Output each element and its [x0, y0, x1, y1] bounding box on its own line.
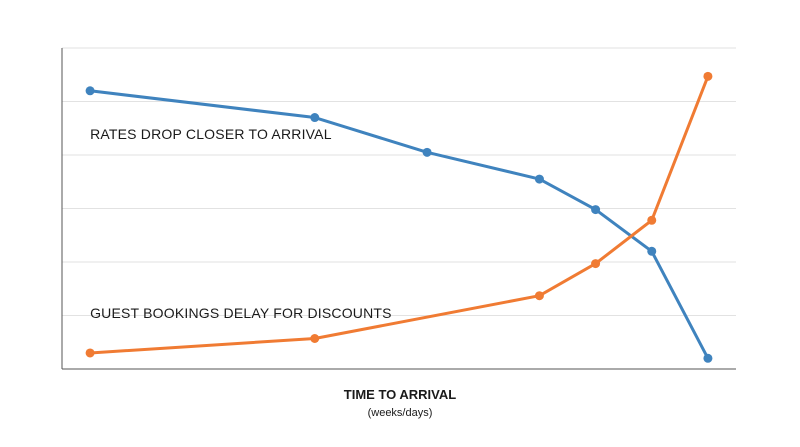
annotation-1: GUEST BOOKINGS DELAY FOR DISCOUNTS — [90, 305, 392, 321]
series-0-point-5 — [647, 246, 657, 256]
series-1-line — [89, 75, 710, 355]
series-0-point-6 — [703, 353, 713, 363]
series-0-point-2 — [422, 147, 432, 157]
series-1-point-5 — [703, 71, 713, 81]
series-group — [85, 71, 713, 363]
series-1-point-0 — [85, 348, 95, 358]
series-1-point-1 — [310, 334, 320, 344]
x-axis-label: TIME TO ARRIVAL — [344, 387, 456, 402]
series-0-point-0 — [85, 86, 95, 96]
series-0-point-1 — [310, 113, 320, 123]
series-0-point-3 — [534, 174, 544, 184]
series-1-point-3 — [591, 259, 601, 269]
annotation-0: RATES DROP CLOSER TO ARRIVAL — [90, 126, 332, 142]
series-1-point-2 — [534, 291, 544, 301]
x-axis-sublabel: (weeks/days) — [368, 407, 433, 419]
series-1-point-4 — [647, 215, 657, 225]
annotations: RATES DROP CLOSER TO ARRIVAL GUEST BOOKIN… — [90, 126, 392, 321]
gridlines — [62, 47, 736, 316]
series-0-point-4 — [591, 205, 601, 215]
